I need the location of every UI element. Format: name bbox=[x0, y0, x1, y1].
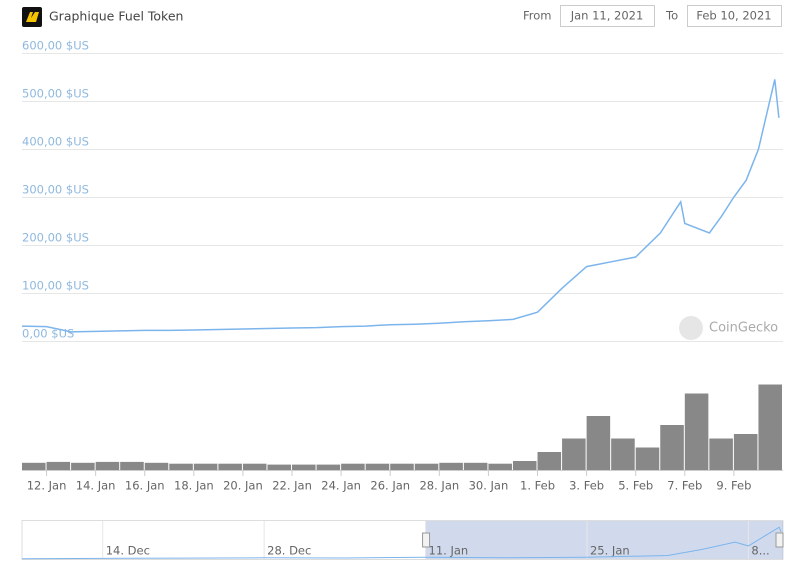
navigator-line bbox=[21, 526, 782, 560]
volume-bar bbox=[22, 462, 46, 470]
logo-mark bbox=[26, 12, 39, 22]
x-tick-label: 9. Feb bbox=[716, 479, 751, 493]
volume-bar bbox=[562, 438, 586, 470]
volume-bar bbox=[709, 438, 733, 470]
y-tick-label: 200,00 $US bbox=[22, 231, 89, 245]
volume-bar bbox=[733, 434, 758, 470]
x-tick-label: 14. Jan bbox=[76, 479, 116, 493]
x-tick-label: 28. Jan bbox=[419, 479, 459, 493]
volume-bar bbox=[341, 463, 365, 470]
volume-bar bbox=[120, 461, 144, 470]
volume-bar bbox=[586, 416, 611, 470]
watermark: CoinGecko bbox=[709, 321, 778, 336]
volume-bar bbox=[439, 462, 463, 470]
volume-bar bbox=[488, 463, 512, 470]
volume-bar bbox=[267, 464, 292, 470]
y-tick-label: 0,00 $US bbox=[22, 327, 74, 341]
x-tick-label: 20. Jan bbox=[223, 479, 263, 493]
x-tick-label: 30. Jan bbox=[469, 479, 509, 493]
navigator-selection bbox=[425, 521, 783, 559]
x-tick-label: 22. Jan bbox=[272, 479, 312, 493]
from-label: From bbox=[523, 9, 552, 23]
volume-bar bbox=[193, 463, 218, 470]
watermark-icon bbox=[679, 316, 703, 340]
volume-bar bbox=[537, 452, 562, 470]
volume-bar bbox=[684, 393, 709, 470]
volume-bar bbox=[46, 461, 71, 470]
y-tick-label: 300,00 $US bbox=[22, 183, 89, 197]
x-tick-label: 5. Feb bbox=[618, 479, 653, 493]
navigator-frame bbox=[21, 520, 784, 560]
x-tick-label: 12. Jan bbox=[27, 479, 67, 493]
x-tick-label: 16. Jan bbox=[125, 479, 165, 493]
chart-title: Graphique Fuel Token bbox=[49, 9, 183, 24]
to-input[interactable] bbox=[687, 5, 782, 27]
volume-bar bbox=[242, 463, 267, 470]
navigator-label: 14. Dec bbox=[106, 544, 150, 558]
volume-bar bbox=[71, 462, 95, 470]
volume-bar bbox=[611, 438, 635, 470]
volume-bar bbox=[218, 463, 242, 470]
y-tick-label: 400,00 $US bbox=[22, 135, 89, 149]
price-line bbox=[21, 79, 780, 333]
volume-bar bbox=[316, 464, 341, 470]
y-tick-label: 100,00 $US bbox=[22, 279, 89, 293]
volume-bar bbox=[414, 463, 439, 470]
volume-bar bbox=[169, 463, 193, 470]
volume-bar bbox=[463, 462, 488, 470]
navigator-label: 8... bbox=[751, 544, 769, 558]
navigator-handle[interactable] bbox=[775, 532, 784, 548]
x-tick-label: 24. Jan bbox=[321, 479, 361, 493]
navigator-label: 28. Dec bbox=[267, 544, 311, 558]
volume-bar bbox=[365, 463, 390, 470]
from-input[interactable] bbox=[560, 5, 655, 27]
navigator-label: 25. Jan bbox=[590, 544, 630, 558]
x-tick-label: 3. Feb bbox=[569, 479, 604, 493]
volume-bar bbox=[292, 464, 316, 470]
x-tick-label: 26. Jan bbox=[370, 479, 410, 493]
navigator-label: 11. Jan bbox=[429, 544, 469, 558]
y-tick-label: 600,00 $US bbox=[22, 39, 89, 53]
volume-bar bbox=[512, 461, 537, 470]
to-label: To bbox=[665, 9, 678, 23]
from-value: Jan 11, 2021 bbox=[570, 9, 644, 23]
volume-bar bbox=[660, 425, 684, 470]
volume-bar bbox=[635, 447, 660, 470]
x-tick-label: 7. Feb bbox=[667, 479, 702, 493]
volume-bar bbox=[390, 463, 414, 470]
x-tick-label: 18. Jan bbox=[174, 479, 214, 493]
volume-bar bbox=[95, 461, 120, 470]
volume-bar bbox=[758, 384, 782, 470]
y-tick-label: 500,00 $US bbox=[22, 87, 89, 101]
to-value: Feb 10, 2021 bbox=[696, 9, 771, 23]
x-tick-label: 1. Feb bbox=[520, 479, 555, 493]
navigator-handle[interactable] bbox=[422, 532, 431, 548]
volume-bar bbox=[144, 462, 169, 470]
